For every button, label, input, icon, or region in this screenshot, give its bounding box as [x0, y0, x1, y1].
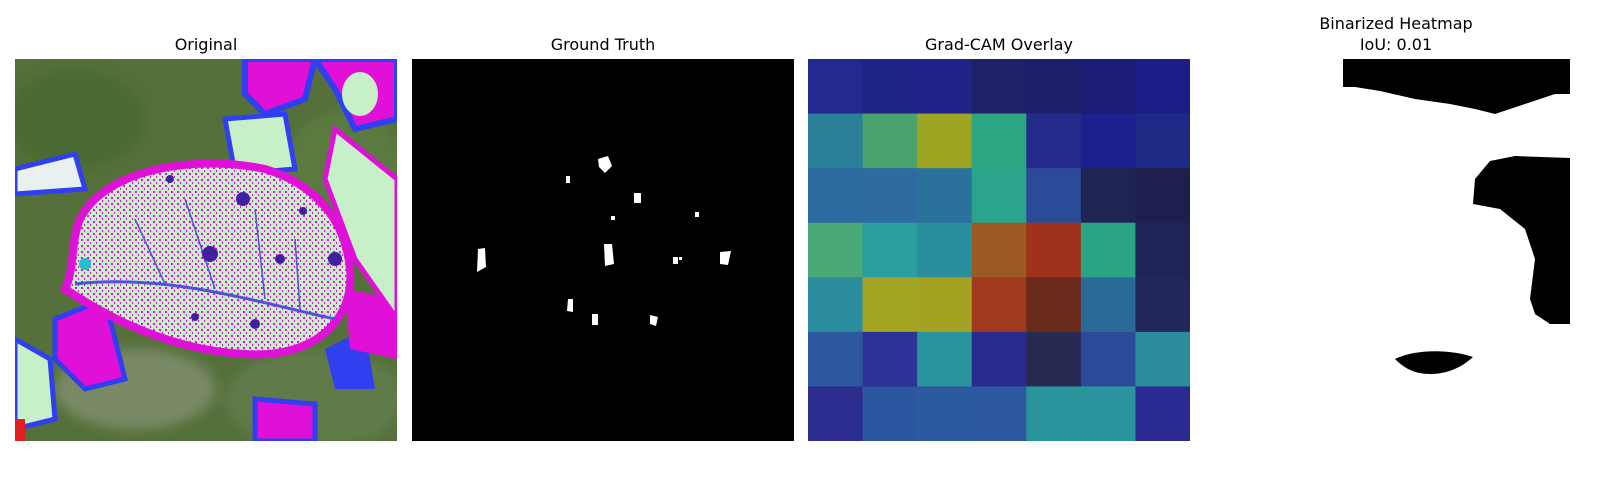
heatmap-cell	[1135, 168, 1190, 224]
heatmap-cell	[917, 277, 973, 333]
heatmap-cell	[917, 331, 973, 388]
heatmap-cell	[1026, 168, 1082, 224]
original-image	[15, 59, 397, 441]
panel-title-original: Original	[174, 35, 238, 54]
heatmap-cell	[808, 331, 864, 388]
heatmap-cell	[862, 59, 918, 115]
panel-title-gradcam-overlay: Grad-CAM Overlay	[925, 35, 1073, 54]
heatmap-cell	[1026, 331, 1082, 388]
heatmap-cell	[808, 59, 864, 115]
heatmap-cell	[1080, 113, 1137, 169]
heatmap-cell	[971, 168, 1027, 224]
panel-title-ground-truth: Ground Truth	[550, 35, 656, 54]
heatmap-cell	[808, 277, 864, 333]
panel-subtitle-iou: IoU: 0.01	[1359, 35, 1433, 54]
heatmap-cell	[1135, 277, 1190, 333]
heatmap-cell	[1026, 386, 1082, 441]
heatmap-cell	[808, 222, 864, 278]
heatmap-cell	[917, 59, 973, 115]
heatmap-cell	[971, 59, 1027, 115]
heatmap-cell	[1080, 59, 1137, 115]
heatmap-cell	[1135, 59, 1190, 115]
binarized-heatmap	[1205, 59, 1587, 441]
ground-truth-mask	[412, 59, 794, 441]
heatmap-cell	[971, 331, 1027, 388]
heatmap-cell	[1080, 222, 1137, 278]
heatmap-cell	[862, 386, 918, 441]
heatmap-cell	[917, 113, 973, 169]
heatmap-cell	[1026, 222, 1082, 278]
heatmap-cell	[862, 222, 918, 278]
heatmap-cell	[1080, 386, 1137, 441]
heatmap-cell	[1080, 277, 1137, 333]
heatmap-cell	[917, 168, 973, 224]
heatmap-cell	[971, 113, 1027, 169]
heatmap-cell	[917, 222, 973, 278]
heatmap-cell	[862, 277, 918, 333]
heatmap-cell	[1026, 113, 1082, 169]
heatmap-cell	[917, 386, 973, 441]
heatmap-cell	[808, 168, 864, 224]
heatmap-cell	[862, 168, 918, 224]
heatmap-cell	[971, 386, 1027, 441]
panel-title-binarized-heatmap: Binarized Heatmap	[1319, 14, 1473, 33]
heatmap-cell	[862, 331, 918, 388]
heatmap-cell	[1135, 113, 1190, 169]
heatmap-cell	[1080, 168, 1137, 224]
gradcam-overlay	[808, 59, 1190, 441]
heatmap-cell	[1135, 331, 1190, 388]
heatmap-cell	[808, 386, 864, 441]
heatmap-cell	[971, 222, 1027, 278]
heatmap-cell	[1135, 222, 1190, 278]
heatmap-cell	[862, 113, 918, 169]
heatmap-cell	[1026, 277, 1082, 333]
heatmap-cell	[808, 113, 864, 169]
heatmap-cell	[1026, 59, 1082, 115]
heatmap-cell	[1135, 386, 1190, 441]
heatmap-cell	[971, 277, 1027, 333]
heatmap-cell	[1080, 331, 1137, 388]
